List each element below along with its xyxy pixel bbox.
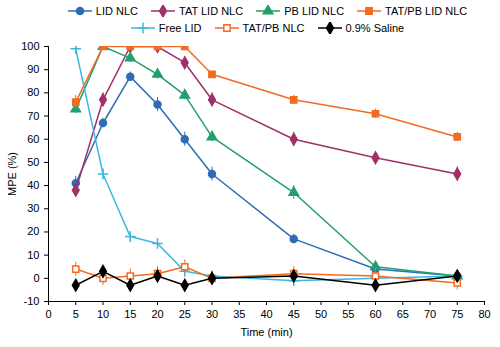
html-text:TAT/PB NLC: TAT/PB NLC xyxy=(242,22,305,35)
svg-text:60: 60 xyxy=(27,133,39,145)
svg-text:70: 70 xyxy=(424,308,436,320)
html-text:LID NLC: LID NLC xyxy=(95,4,138,17)
svg-text:Time (min): Time (min) xyxy=(240,326,292,338)
svg-text:30: 30 xyxy=(27,202,39,214)
html-text:Free LID: Free LID xyxy=(158,22,202,35)
svg-text:65: 65 xyxy=(397,308,409,320)
svg-text:0: 0 xyxy=(33,272,39,284)
svg-text:10: 10 xyxy=(27,249,39,261)
svg-text:50: 50 xyxy=(315,308,327,320)
svg-text:80: 80 xyxy=(478,308,490,320)
html-text:0.9% Saline: 0.9% Saline xyxy=(345,22,405,35)
svg-text:MPE (%): MPE (%) xyxy=(6,152,18,196)
svg-text:50: 50 xyxy=(27,156,39,168)
svg-text:40: 40 xyxy=(260,308,272,320)
html-text:TAT LID NLC: TAT LID NLC xyxy=(179,4,244,17)
html-text:TAT/PB LID NLC: TAT/PB LID NLC xyxy=(385,4,468,17)
svg-text:100: 100 xyxy=(21,40,39,52)
svg-text:5: 5 xyxy=(73,308,79,320)
svg-text:60: 60 xyxy=(369,308,381,320)
svg-text:80: 80 xyxy=(27,86,39,98)
html-text:PB LID NLC: PB LID NLC xyxy=(284,4,345,17)
svg-text:75: 75 xyxy=(451,308,463,320)
svg-text:45: 45 xyxy=(288,308,300,320)
svg-text:35: 35 xyxy=(233,308,245,320)
svg-text:90: 90 xyxy=(27,63,39,75)
svg-text:25: 25 xyxy=(179,308,191,320)
svg-text:15: 15 xyxy=(124,308,136,320)
svg-text:-10: -10 xyxy=(24,295,40,307)
svg-text:20: 20 xyxy=(27,225,39,237)
svg-text:40: 40 xyxy=(27,179,39,191)
svg-text:0: 0 xyxy=(45,308,51,320)
svg-text:30: 30 xyxy=(206,308,218,320)
svg-text:70: 70 xyxy=(27,110,39,122)
svg-text:10: 10 xyxy=(97,308,109,320)
svg-text:20: 20 xyxy=(151,308,163,320)
svg-text:55: 55 xyxy=(342,308,354,320)
